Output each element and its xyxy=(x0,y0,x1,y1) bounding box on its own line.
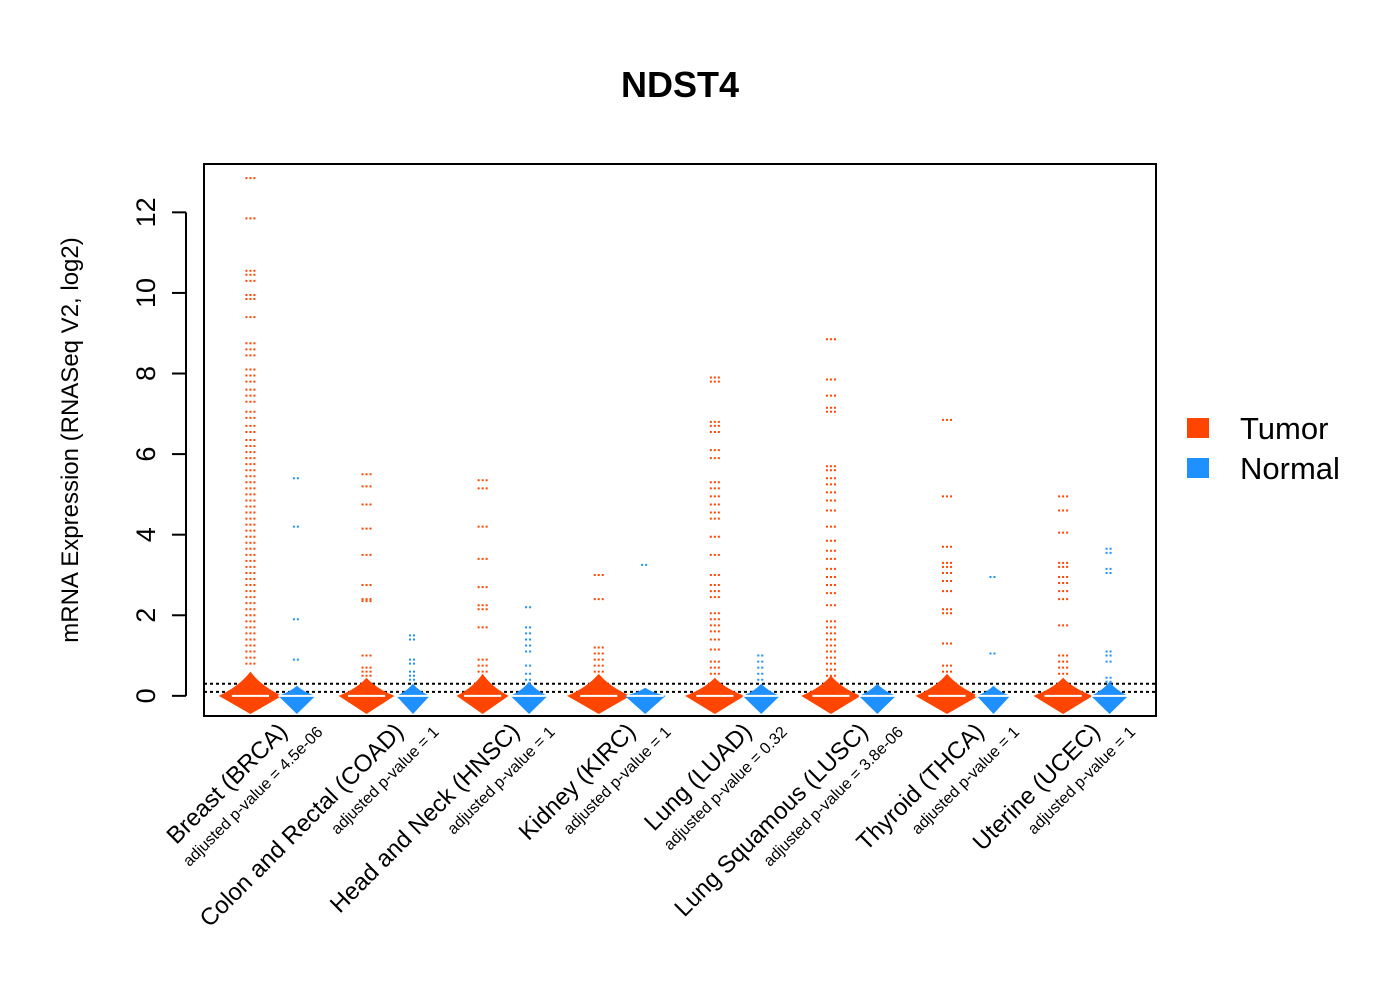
normal-points-thyroid-thca xyxy=(989,575,998,655)
normal-bean-lung-squamous-lusc xyxy=(858,683,896,714)
tumor-points-lung-squamous-lusc xyxy=(825,338,836,677)
normal-bean-head-and-neck-hnsc xyxy=(510,681,548,714)
normal-bean-kidney-kirc xyxy=(624,687,666,714)
legend: Tumor Normal xyxy=(1187,411,1340,486)
y-tick-label-6: 12 xyxy=(131,197,161,227)
tumor-points-lung-luad xyxy=(709,376,720,675)
normal-bean-thyroid-thca xyxy=(976,685,1011,714)
tumor-bean-thyroid-thca xyxy=(915,673,979,714)
chart-title: NDST4 xyxy=(621,64,739,105)
y-tick-label-5: 10 xyxy=(131,278,161,308)
y-tick-label-4: 8 xyxy=(131,366,161,381)
tumor-points-breast-brca xyxy=(245,177,256,665)
tumor-points-colon-and-rectal-coad xyxy=(361,473,372,677)
plot-frame xyxy=(203,163,1157,717)
y-tick-label-2: 4 xyxy=(131,527,161,542)
tumor-points-uterine-ucec xyxy=(1058,495,1069,675)
normal-bean-colon-and-rectal-coad xyxy=(396,683,430,714)
normal-points-colon-and-rectal-coad xyxy=(408,634,417,681)
normal-bean-breast-brca xyxy=(278,685,316,714)
normal-points-uterine-ucec xyxy=(1105,547,1114,683)
tumor-points-kidney-kirc xyxy=(593,573,604,673)
plot-content xyxy=(204,177,1156,714)
legend-label-tumor: Tumor xyxy=(1240,411,1328,446)
tumor-points-head-and-neck-hnsc xyxy=(477,479,488,673)
normal-bean-uterine-ucec xyxy=(1090,681,1129,714)
y-tick-label-0: 0 xyxy=(131,688,161,703)
legend-label-normal: Normal xyxy=(1240,451,1340,486)
y-tick-label-3: 6 xyxy=(131,447,161,462)
legend-swatch-tumor xyxy=(1187,418,1209,438)
normal-points-lung-luad xyxy=(757,654,766,681)
x-labels: Breast (BRCA)adjusted p-value = 4.5e-06C… xyxy=(162,718,1140,932)
tumor-bean-breast-brca xyxy=(218,671,283,714)
tumor-bean-lung-squamous-lusc xyxy=(801,675,861,714)
y-axis-label: mRNA Expression (RNASeq V2, log2) xyxy=(57,237,84,643)
y-axis: 0 2 4 6 8 10 12 xyxy=(131,197,187,703)
tumor-bean-head-and-neck-hnsc xyxy=(456,673,509,714)
normal-points-head-and-neck-hnsc xyxy=(525,606,534,681)
tumor-bean-kidney-kirc xyxy=(567,673,631,714)
normal-points-breast-brca xyxy=(292,477,301,661)
tumor-points-thyroid-thca xyxy=(942,418,953,673)
y-tick-label-1: 2 xyxy=(131,608,161,623)
normal-bean-lung-luad xyxy=(742,683,780,714)
legend-swatch-normal xyxy=(1187,458,1209,478)
